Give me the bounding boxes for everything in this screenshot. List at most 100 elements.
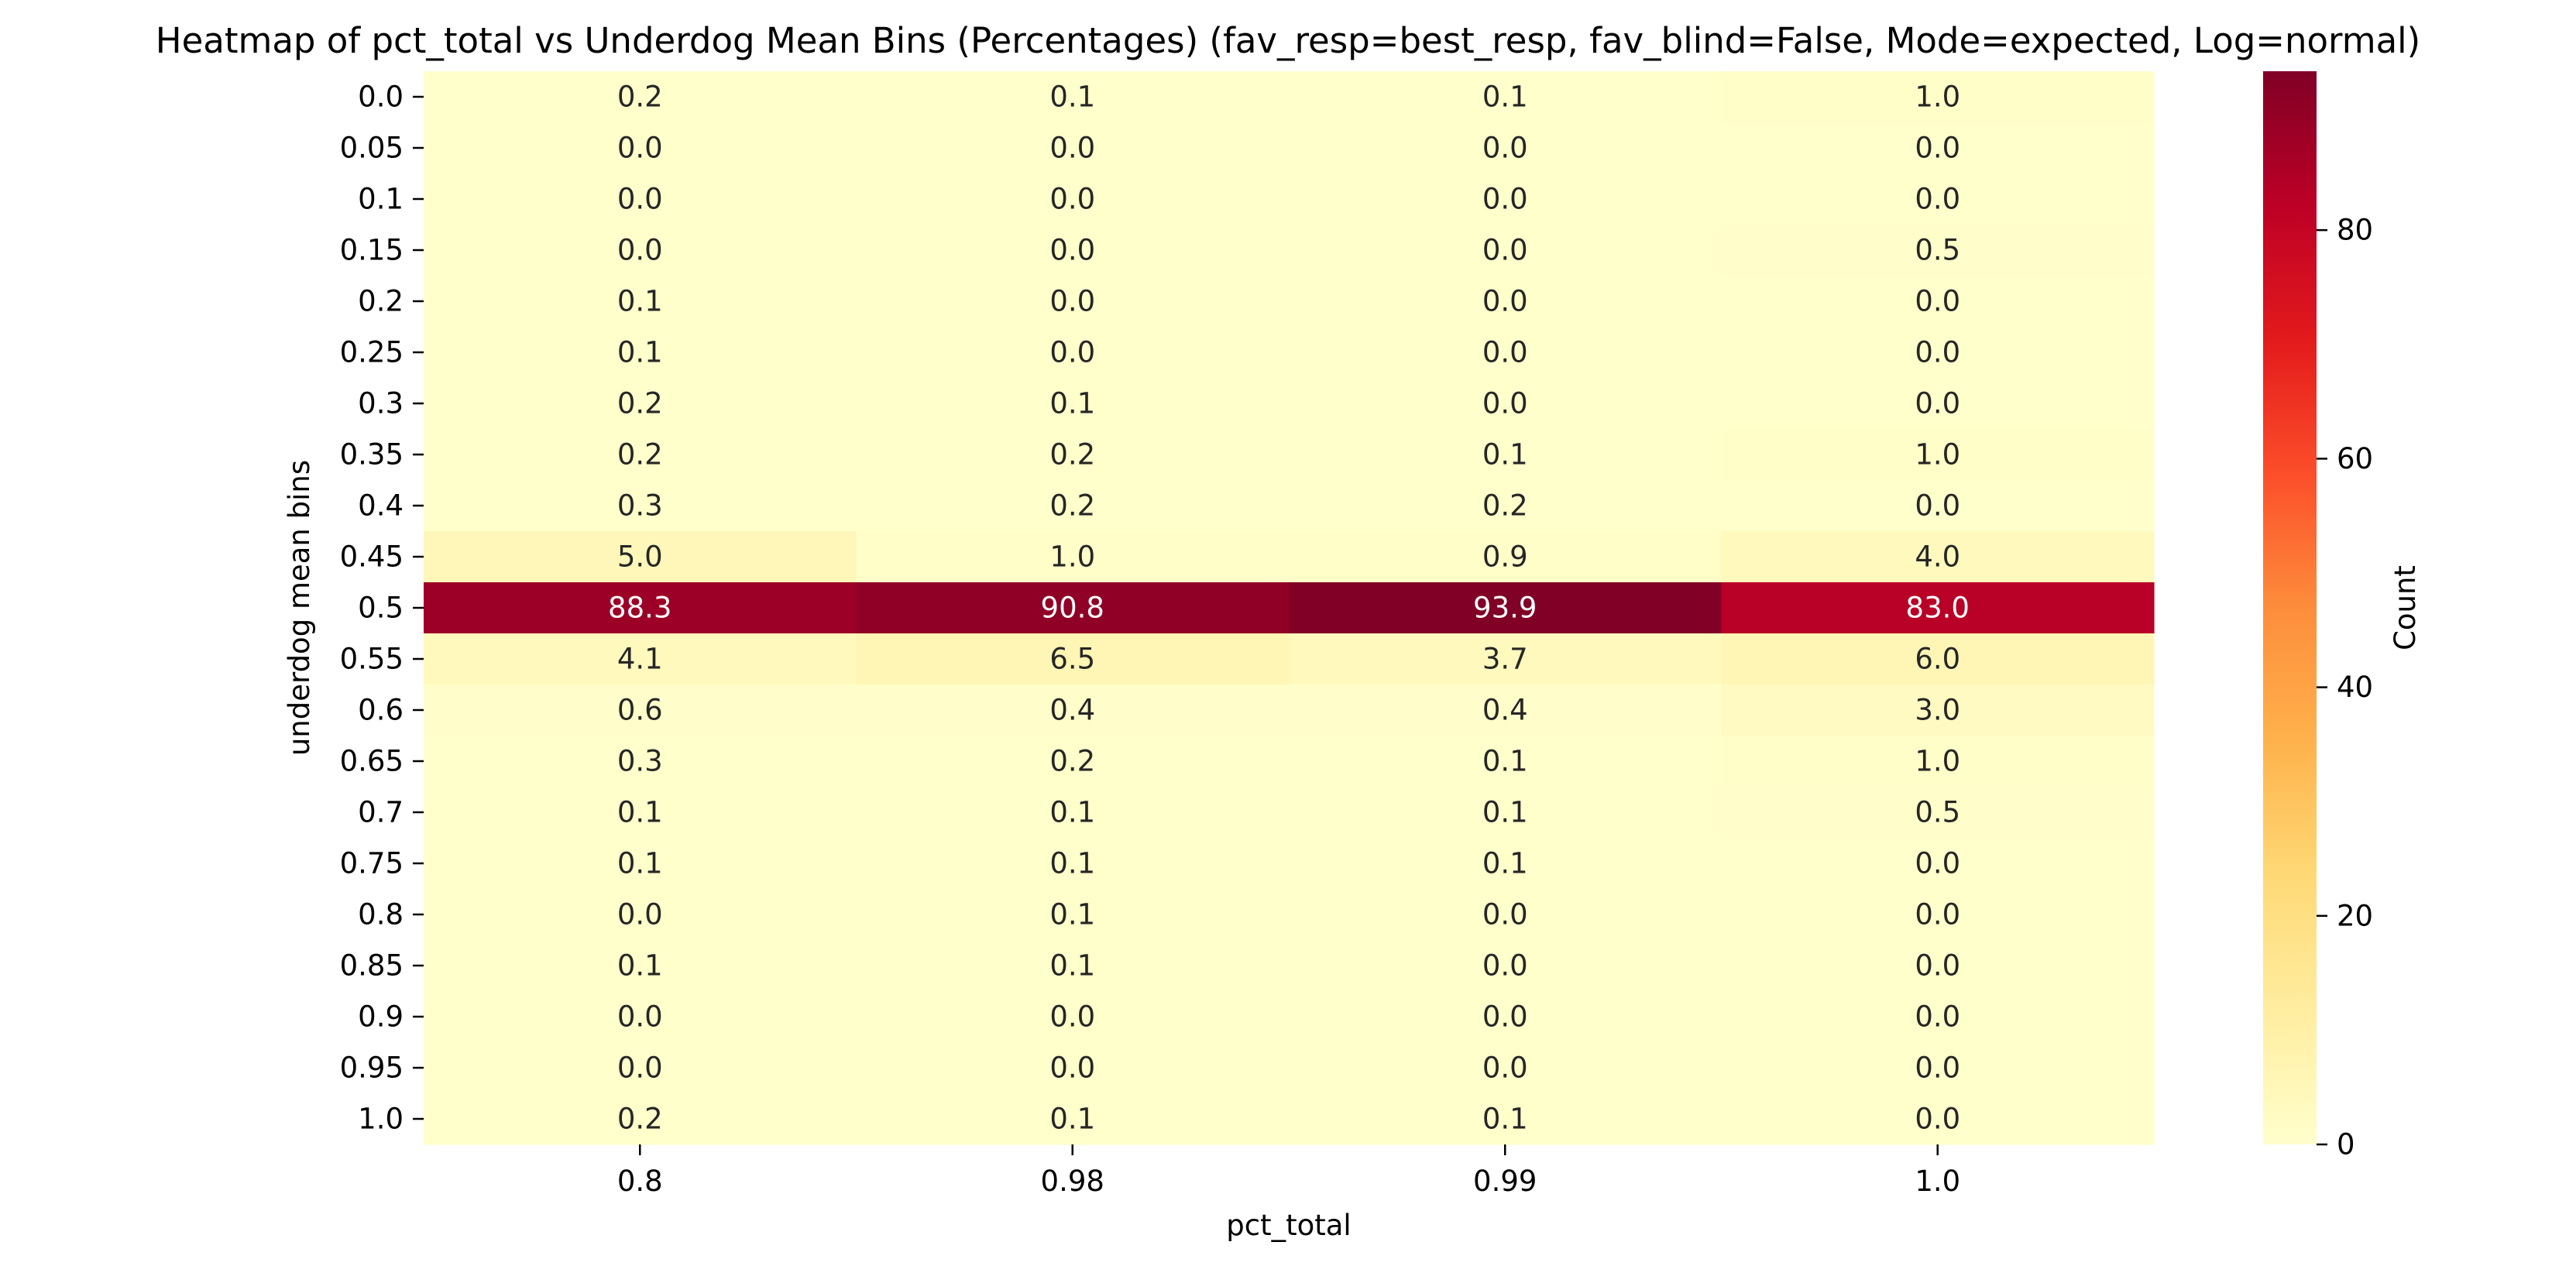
cell-value-label: 0.0 [1482, 285, 1528, 318]
heatmap-cell [856, 633, 1290, 685]
heatmap-cell [1289, 940, 1722, 992]
cell-value-label: 0.1 [1049, 898, 1095, 931]
cell-value-label: 0.3 [617, 489, 663, 523]
cell-value-label: 0.0 [617, 1052, 663, 1085]
cell-value-label: 6.0 [1915, 643, 1960, 676]
cell-value-label: 0.1 [617, 336, 663, 369]
cell-value-label: 0.0 [1482, 132, 1528, 165]
x-tick-label: 0.8 [617, 1165, 663, 1198]
cell-value-label: 0.1 [617, 285, 663, 318]
y-tick-label: 0.25 [340, 336, 404, 369]
cell-value-label: 0.0 [1915, 387, 1960, 420]
cell-value-label: 0.0 [617, 898, 663, 931]
heatmap-cell [1721, 633, 2155, 685]
heatmap-cell [856, 1042, 1290, 1094]
cell-value-label: 1.0 [1915, 438, 1960, 472]
cell-value-label: 0.0 [1049, 1000, 1095, 1034]
heatmap-cell [1721, 991, 2155, 1043]
cell-value-label: 0.0 [1482, 183, 1528, 216]
colorbar-label: Count [2389, 565, 2422, 650]
heatmap-cell [1721, 838, 2155, 890]
heatmap-cell [1289, 429, 1722, 481]
cell-value-label: 0.0 [1915, 949, 1960, 983]
x-tick-label: 0.98 [1041, 1165, 1104, 1198]
heatmap-cell [1721, 889, 2155, 941]
heatmap-cell [856, 276, 1290, 328]
colorbar-ticks: 0 20 40 60 80 [2317, 214, 2373, 1161]
cell-value-label: 0.0 [1482, 898, 1528, 931]
heatmap-cell [424, 378, 857, 430]
y-tick-label: 0.75 [340, 847, 404, 880]
cell-value-label: 0.1 [617, 796, 663, 829]
heatmap-cell [1289, 633, 1722, 685]
heatmap-cell [856, 736, 1290, 787]
colorbar: 0 20 40 60 80 Count [2263, 71, 2422, 1161]
heatmap-cell [1721, 736, 2155, 787]
heatmap-cell [424, 787, 857, 839]
heatmap-cell [856, 531, 1290, 583]
heatmap-cell [424, 582, 857, 634]
cell-value-label: 0.0 [1915, 1052, 1960, 1085]
heatmap-cell [1721, 122, 2155, 174]
cell-value-label: 0.9 [1482, 540, 1528, 574]
y-tick-label: 0.65 [340, 745, 404, 778]
heatmap-cell [856, 225, 1290, 276]
cell-value-label: 0.0 [1915, 132, 1960, 165]
cell-value-label: 0.4 [1482, 694, 1528, 727]
cell-value-label: 0.0 [1915, 898, 1960, 931]
cell-value-label: 0.1 [1049, 796, 1095, 829]
heatmap-cell [1289, 71, 1722, 123]
cell-value-label: 0.2 [617, 1103, 663, 1136]
heatmap-cell [856, 787, 1290, 839]
cell-value-label: 0.2 [1049, 489, 1095, 523]
colorbar-tick-label: 60 [2337, 442, 2373, 475]
cell-value-label: 0.1 [1482, 81, 1528, 114]
heatmap-cell [1289, 531, 1722, 583]
cell-value-label: 0.0 [1915, 847, 1960, 880]
chart-title: Heatmap of pct_total vs Underdog Mean Bi… [156, 20, 2420, 61]
heatmap-cell [424, 225, 857, 276]
heatmap-cell [1721, 276, 2155, 328]
heatmap-cell [1289, 787, 1722, 839]
cell-value-label: 0.0 [1049, 132, 1095, 165]
y-tick-label: 0.5 [358, 592, 404, 625]
cell-value-label: 0.0 [1482, 1000, 1528, 1034]
y-tick-label: 0.95 [340, 1052, 404, 1085]
y-tick-label: 0.6 [358, 694, 404, 727]
heatmap-cell [1721, 71, 2155, 123]
heatmap-cell [424, 736, 857, 787]
heatmap-cell [424, 1093, 857, 1145]
heatmap-cell [1289, 991, 1722, 1043]
x-tick-label: 1.0 [1915, 1165, 1960, 1198]
heatmap-cell [424, 480, 857, 532]
y-tick-label: 0.85 [340, 949, 404, 983]
heatmap-cell [1721, 327, 2155, 379]
cell-value-label: 0.2 [1482, 489, 1528, 523]
cell-value-label: 0.0 [617, 183, 663, 216]
heatmap-cell [856, 889, 1290, 941]
x-tick-label: 0.99 [1473, 1165, 1537, 1198]
cell-value-label: 0.1 [1049, 949, 1095, 983]
y-tick-label: 0.8 [358, 898, 404, 931]
heatmap-cell [1721, 480, 2155, 532]
colorbar-tick-label: 40 [2337, 671, 2373, 704]
heatmap-cell [856, 684, 1290, 736]
heatmap-cell [856, 173, 1290, 225]
cell-value-label: 0.0 [1049, 336, 1095, 369]
heatmap-cell [424, 991, 857, 1043]
heatmap-cell [1289, 480, 1722, 532]
cell-value-label: 4.1 [617, 643, 663, 676]
cell-value-label: 0.0 [1482, 1052, 1528, 1085]
cell-value-label: 5.0 [617, 540, 663, 574]
cell-value-label: 0.0 [1915, 285, 1960, 318]
cell-value-label: 0.5 [1915, 796, 1960, 829]
heatmap-cell [424, 1042, 857, 1094]
cell-value-label: 0.0 [1049, 183, 1095, 216]
cell-value-label: 0.0 [617, 132, 663, 165]
cell-value-label: 0.6 [617, 694, 663, 727]
cell-value-label: 1.0 [1915, 745, 1960, 778]
heatmap-cell [424, 429, 857, 481]
cell-value-label: 0.2 [617, 438, 663, 472]
cell-value-label: 0.0 [1482, 234, 1528, 267]
